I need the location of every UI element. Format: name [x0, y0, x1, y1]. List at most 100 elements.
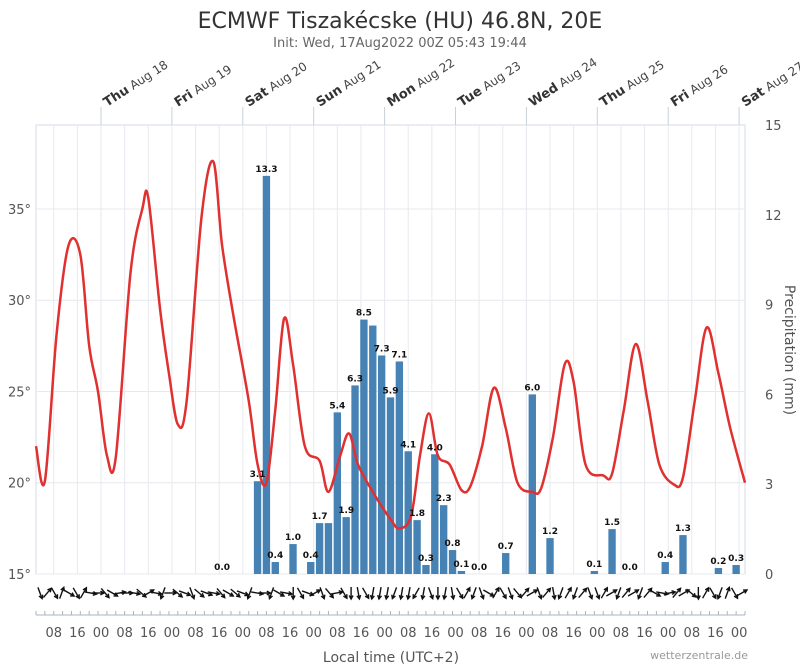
wind-arrow-shaft: [450, 586, 455, 600]
wind-arrow: [159, 587, 166, 600]
wind-arrow: [492, 586, 500, 599]
temperature-axis: 15° 20° 25° 30° 35°: [8, 203, 31, 583]
wind-arrow-head: [412, 594, 417, 600]
wind-arrow-shaft: [427, 587, 434, 599]
wind-arrow-shaft: [478, 587, 485, 599]
y-axis-title-right: Precipitation (mm): [781, 285, 797, 415]
wind-arrow-head: [266, 590, 272, 596]
wind-arrow-head: [299, 594, 305, 600]
wind-arrow: [369, 586, 375, 601]
precipitation-labels: 0.03.113.30.41.00.41.75.41.96.38.57.35.9…: [214, 165, 744, 573]
wind-arrow: [216, 587, 226, 599]
precip-bar: [351, 385, 359, 574]
precip-bar: [253, 481, 262, 574]
wind-arrow: [536, 587, 543, 600]
wind-arrow-shaft: [42, 587, 52, 599]
wind-arrow: [587, 587, 594, 600]
wind-arrow: [230, 588, 241, 598]
x-tick-label: 00: [305, 626, 322, 641]
wind-arrow-shaft: [216, 587, 226, 599]
wind-arrow-head: [356, 594, 362, 601]
precip-bar: [431, 454, 439, 574]
wind-arrow: [615, 587, 622, 600]
wind-arrow-shaft: [324, 587, 334, 599]
precip-label: 0.0: [471, 563, 487, 573]
wind-arrow-head: [508, 594, 514, 600]
x-tick-label: 00: [731, 626, 748, 641]
precip-bar: [262, 175, 271, 575]
wind-arrow-head: [466, 586, 471, 592]
wind-arrow-head: [533, 589, 539, 594]
wind-arrow: [621, 587, 631, 599]
chart-subtitle: Init: Wed, 17Aug2022 00Z 05:43 19:44: [273, 36, 527, 51]
wind-arrow-head: [343, 594, 348, 600]
wind-arrow-head: [676, 587, 682, 593]
wind-arrow-shaft: [160, 587, 166, 599]
wind-arrow-shaft: [507, 587, 513, 599]
wind-arrow-shaft: [340, 587, 348, 599]
wind-arrow-shaft: [649, 589, 661, 597]
x-tick-label: 08: [684, 626, 701, 641]
wind-arrow: [507, 587, 514, 600]
wind-arrow-head: [279, 592, 286, 597]
wind-arrow-shaft: [356, 586, 361, 600]
wind-arrow-head: [712, 594, 717, 600]
wind-arrow-shaft: [172, 588, 183, 598]
precip-label: 8.5: [356, 309, 372, 319]
wind-arrow-shaft: [230, 588, 241, 598]
precip-label: 0.8: [445, 539, 461, 549]
day-label: Tue Aug 23: [456, 59, 524, 111]
precip-label: 4.1: [400, 440, 416, 450]
wind-arrow-shaft: [200, 590, 213, 596]
precip-label: 1.9: [338, 506, 354, 516]
precip-label: 5.9: [383, 386, 399, 396]
wind-arrow: [384, 586, 390, 601]
precip-label: 1.8: [409, 509, 425, 519]
wind-arrow: [42, 587, 53, 599]
wind-arrow-shaft: [736, 589, 748, 597]
precip-label: 0.7: [498, 542, 514, 552]
x-tick-label: 08: [258, 626, 275, 641]
x-tick-label: 08: [329, 626, 346, 641]
wind-arrow: [695, 587, 701, 601]
x-tick-label: 16: [282, 626, 299, 641]
wind-arrow-shaft: [672, 587, 682, 599]
wind-arrow-shaft: [483, 589, 495, 597]
x-tick-label: 08: [542, 626, 559, 641]
precip-bar: [289, 544, 297, 574]
wind-arrow: [172, 588, 184, 598]
wind-arrow-shaft: [520, 587, 530, 599]
day-label-date: Aug 27: [760, 59, 800, 96]
wind-arrow: [420, 586, 426, 601]
wind-direction-arrows: [35, 586, 749, 616]
wind-arrow: [290, 587, 296, 601]
wind-arrow-shaft: [361, 587, 370, 599]
wind-arrow-shaft: [407, 586, 411, 600]
precip-bar: [369, 325, 377, 574]
precipitation-axis: 0 3 6 9 12 15: [765, 119, 782, 583]
day-label-date: Aug 25: [620, 58, 666, 95]
wind-arrow: [520, 587, 530, 599]
precip-label: 2.3: [436, 494, 452, 504]
x-tick-label: 00: [447, 626, 464, 641]
day-label-date: Aug 24: [553, 55, 599, 92]
wind-arrow-head: [546, 587, 552, 593]
wind-arrow-shaft: [385, 586, 389, 600]
wind-arrow-shaft: [37, 587, 43, 599]
wind-arrow: [594, 587, 601, 600]
y-tick-left: 35°: [8, 203, 31, 218]
wind-arrow-head: [725, 586, 731, 592]
wind-arrow-head: [38, 594, 44, 600]
x-tick-label: 16: [211, 626, 228, 641]
wind-arrow-head: [664, 590, 670, 596]
precipitation-bars: [253, 175, 740, 575]
wind-arrow-head: [82, 586, 88, 592]
x-tick-label: 00: [376, 626, 393, 641]
wind-arrow-shaft: [600, 587, 608, 599]
wind-arrow-shaft: [663, 591, 676, 595]
precip-label: 0.2: [710, 557, 726, 567]
wind-arrow-head: [75, 594, 80, 600]
wind-arrow-shaft: [558, 587, 564, 599]
wind-arrow: [405, 586, 411, 601]
y-tick-left: 20°: [8, 477, 31, 492]
